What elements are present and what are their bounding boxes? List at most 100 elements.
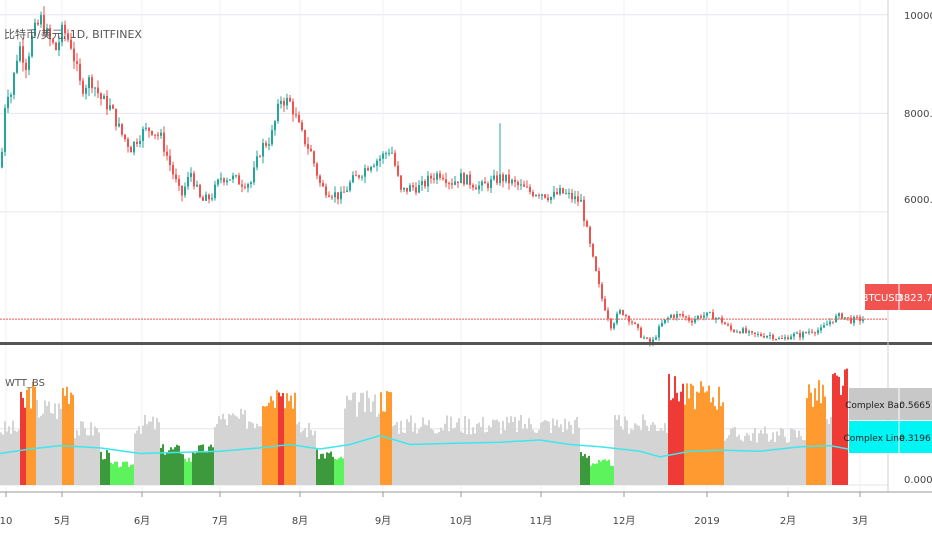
indicator-bar	[792, 429, 794, 485]
candle-body	[109, 105, 111, 110]
candle-body	[319, 175, 321, 184]
indicator-bar	[818, 380, 820, 485]
candle-body	[799, 332, 801, 338]
candle-body	[523, 184, 525, 187]
indicator-bar	[248, 421, 250, 485]
candle-body	[562, 188, 564, 194]
indicator-bar	[98, 432, 100, 485]
time-tick-label: 12月	[613, 515, 636, 527]
candle-body	[307, 144, 309, 149]
candle-body	[826, 324, 828, 326]
indicator-bar	[500, 433, 502, 485]
indicator-bar	[62, 388, 64, 485]
indicator-bar	[268, 402, 270, 485]
indicator-bar	[404, 433, 406, 485]
indicator-bar	[666, 432, 668, 485]
indicator-bar	[716, 409, 718, 485]
indicator-bar	[262, 406, 264, 485]
candle-body	[862, 319, 864, 322]
grid-lines	[0, 0, 888, 492]
candle-body	[451, 183, 453, 185]
indicator-bar	[620, 426, 622, 485]
indicator-bar	[346, 395, 348, 485]
indicator-bar	[674, 376, 676, 485]
candle-body	[79, 63, 81, 81]
candle-body	[28, 56, 30, 70]
indicator-bar	[494, 420, 496, 485]
indicator-bar	[184, 458, 186, 485]
candle-body	[115, 108, 117, 127]
indicator-bar	[754, 428, 756, 485]
candle-body	[469, 174, 471, 185]
indicator-bar	[622, 429, 624, 485]
indicator-bar	[482, 417, 484, 485]
candle-body	[778, 338, 780, 340]
indicator-bar	[706, 391, 708, 485]
indicator-bar	[790, 428, 792, 485]
pane-separator[interactable]	[0, 342, 932, 345]
indicator-bar	[112, 464, 114, 485]
indicator-bar	[344, 408, 346, 485]
candle-body	[25, 62, 27, 70]
indicator-bar	[302, 430, 304, 485]
candle-body	[595, 256, 597, 272]
indicator-bar	[224, 419, 226, 485]
indicator-bar	[90, 422, 92, 485]
indicator-bar	[114, 461, 116, 485]
candle-body	[4, 108, 6, 152]
candle-body	[772, 334, 774, 340]
candle-body	[583, 199, 585, 221]
indicator-bar	[680, 391, 682, 485]
indicator-bar	[770, 439, 772, 485]
indicator-bar	[292, 408, 294, 485]
candle-body	[547, 197, 549, 201]
candle-body	[31, 35, 33, 57]
candle-body	[91, 77, 93, 89]
indicator-bar	[228, 413, 230, 485]
time-axis[interactable]: 10 5月 6月 7月 8月 9月 10月 11月 12月 2019 2月 3月	[0, 492, 868, 527]
candle-body	[616, 313, 618, 324]
indicator-bar	[278, 392, 280, 485]
candle-body	[280, 100, 282, 104]
indicator-bar	[746, 432, 748, 485]
indicator-bar	[516, 431, 518, 485]
indicator-bar	[212, 447, 214, 485]
indicator-bar	[738, 434, 740, 485]
candle-body	[250, 182, 252, 185]
indicator-bar	[722, 402, 724, 485]
indicator-bar	[244, 409, 246, 485]
indicator-bar	[464, 416, 466, 485]
complex-bar-label: Complex Bar	[845, 401, 903, 411]
complex-line-badge: Complex Line 0.3196	[843, 421, 932, 453]
indicator-bar	[632, 429, 634, 485]
indicator-bar	[322, 453, 324, 485]
indicator-bar	[438, 432, 440, 485]
candle-body	[70, 39, 72, 49]
indicator-bar	[508, 422, 510, 485]
indicator-bar	[422, 417, 424, 485]
indicator-bar	[466, 434, 468, 485]
indicator-bar	[238, 418, 240, 485]
candle-body	[640, 327, 642, 338]
indicator-bar	[460, 431, 462, 485]
candle-body	[646, 337, 648, 339]
indicator-bar	[528, 418, 530, 485]
candle-body	[766, 335, 768, 338]
indicator-bar	[752, 433, 754, 485]
complex-line-value: 0.3196	[899, 434, 931, 444]
candle-body	[679, 313, 681, 315]
indicator-bar	[406, 419, 408, 485]
indicator-bar	[270, 396, 272, 485]
candle-body	[568, 192, 570, 194]
candle-body	[106, 95, 108, 110]
indicator-title: WTT_BS	[5, 378, 45, 389]
candle-body	[205, 194, 207, 201]
candle-body	[565, 193, 567, 195]
candle-body	[256, 156, 258, 168]
indicator-bar	[444, 423, 446, 485]
candle-body	[631, 321, 633, 323]
indicator-bar	[104, 459, 106, 485]
indicator-bar	[370, 411, 372, 485]
